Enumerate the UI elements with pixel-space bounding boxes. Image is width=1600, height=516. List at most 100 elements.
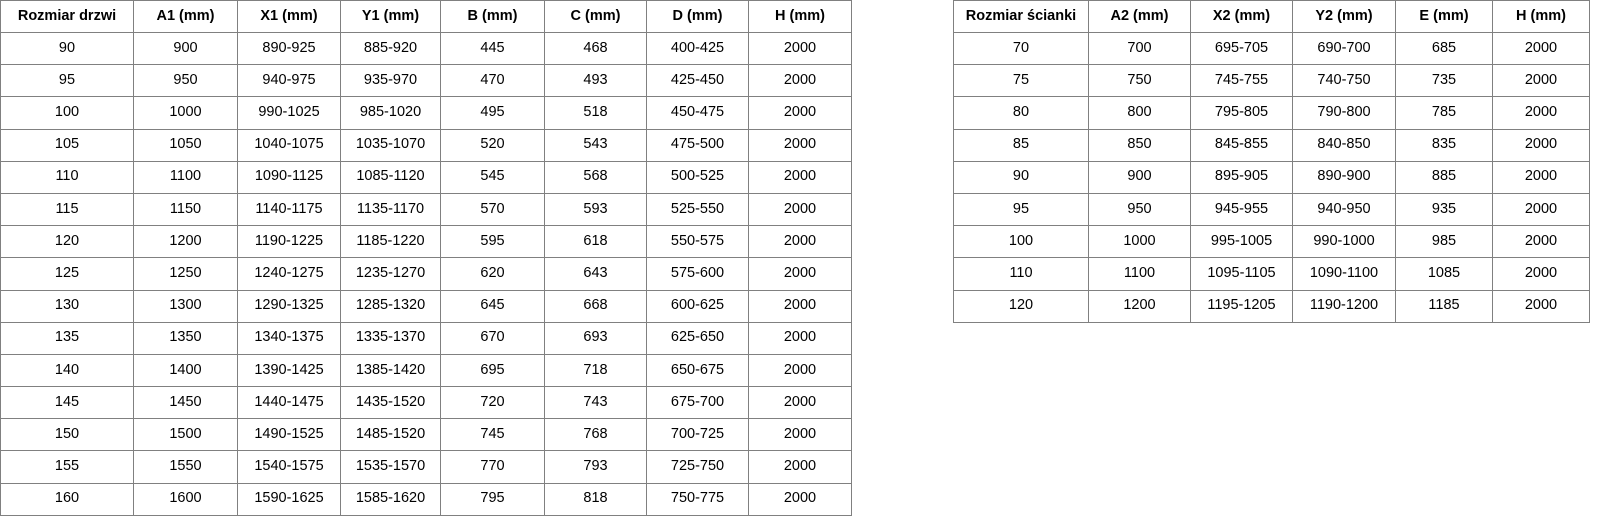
table-row: 85 850 845-855 840-850 835 2000: [953, 128, 1590, 162]
table-row: 155 1550 1540-1575 1535-1570 770 793 725-750 20…: [0, 450, 852, 484]
cell-h: 2000: [1492, 289, 1590, 323]
cell-b: 770: [440, 450, 545, 484]
table-row: 115 1150 1140-1175 1135-1170 570 593 525-550 20…: [0, 192, 852, 227]
cell-e: 885: [1395, 160, 1493, 194]
door-table-header: Rozmiar drzwi A1 (mm) X1 (mm) Y1 (mm) B …: [0, 0, 852, 33]
table-header-row: Rozmiar drzwi A1 (mm) X1 (mm) Y1 (mm) B …: [0, 0, 852, 33]
cell-h: 2000: [748, 386, 852, 420]
cell-a2: 1000: [1088, 225, 1191, 259]
cell-h: 2000: [748, 353, 852, 388]
cell-x1: 1390-1425: [237, 353, 341, 388]
cell-y1: 1385-1420: [340, 353, 441, 388]
cell-c: 568: [544, 160, 647, 194]
cell-y1: 1535-1570: [340, 450, 441, 484]
cell-wall-size: 120: [953, 289, 1089, 323]
cell-h: 2000: [1492, 257, 1590, 291]
cell-h: 2000: [748, 418, 852, 452]
cell-e: 735: [1395, 64, 1493, 98]
table-row: 110 1100 1095-1105 1090-1100 1085 2000: [953, 257, 1590, 291]
cell-h: 2000: [748, 192, 852, 227]
cell-b: 595: [440, 225, 545, 259]
cell-x1: 1340-1375: [237, 321, 341, 355]
cell-x1: 1190-1225: [237, 225, 341, 259]
table-row: 90 900 890-925 885-920 445 468 400-425 2000: [0, 31, 852, 66]
cell-y2: 690-700: [1292, 31, 1396, 66]
cell-d: 750-775: [646, 482, 749, 516]
cell-c: 468: [544, 31, 647, 66]
cell-a1: 1600: [133, 482, 238, 516]
cell-a1: 1550: [133, 450, 238, 484]
cell-a2: 1200: [1088, 289, 1191, 323]
table-row: 135 1350 1340-1375 1335-1370 670 693 625-650 20…: [0, 321, 852, 355]
table-row: 90 900 895-905 890-900 885 2000: [953, 160, 1590, 194]
cell-y1: 1185-1220: [340, 225, 441, 259]
table-row: 70 700 695-705 690-700 685 2000: [953, 31, 1590, 66]
cell-a1: 1100: [133, 160, 238, 194]
cell-a2: 900: [1088, 160, 1191, 194]
cell-h: 2000: [748, 257, 852, 291]
cell-h: 2000: [748, 96, 852, 130]
cell-x1: 1040-1075: [237, 128, 341, 162]
wall-table-header: Rozmiar ścianki A2 (mm) X2 (mm) Y2 (mm) …: [953, 0, 1590, 33]
cell-x1: 1090-1125: [237, 160, 341, 194]
cell-h: 2000: [748, 128, 852, 162]
column-header-x1: X1 (mm): [237, 0, 341, 33]
cell-h: 2000: [1492, 31, 1590, 66]
cell-h: 2000: [1492, 225, 1590, 259]
cell-a1: 1200: [133, 225, 238, 259]
cell-door-size: 95: [0, 64, 134, 98]
cell-d: 525-550: [646, 192, 749, 227]
table-row: 80 800 795-805 790-800 785 2000: [953, 96, 1590, 130]
cell-y1: 1485-1520: [340, 418, 441, 452]
cell-b: 520: [440, 128, 545, 162]
cell-y1: 1285-1320: [340, 289, 441, 323]
cell-h: 2000: [748, 64, 852, 98]
cell-d: 400-425: [646, 31, 749, 66]
cell-h: 2000: [748, 31, 852, 66]
cell-e: 685: [1395, 31, 1493, 66]
cell-a1: 1350: [133, 321, 238, 355]
cell-a1: 1450: [133, 386, 238, 420]
door-table-body: 90 900 890-925 885-920 445 468 400-425 2000 95 95…: [0, 31, 852, 516]
cell-c: 593: [544, 192, 647, 227]
cell-d: 725-750: [646, 450, 749, 484]
cell-door-size: 160: [0, 482, 134, 516]
cell-x2: 845-855: [1190, 128, 1293, 162]
cell-h: 2000: [748, 289, 852, 323]
cell-x1: 1490-1525: [237, 418, 341, 452]
cell-d: 475-500: [646, 128, 749, 162]
cell-c: 718: [544, 353, 647, 388]
cell-h: 2000: [1492, 96, 1590, 130]
cell-b: 645: [440, 289, 545, 323]
wall-dimensions-table: Rozmiar ścianki A2 (mm) X2 (mm) Y2 (mm) …: [953, 0, 1590, 323]
cell-door-size: 115: [0, 192, 134, 227]
cell-y2: 840-850: [1292, 128, 1396, 162]
cell-c: 543: [544, 128, 647, 162]
cell-y1: 1135-1170: [340, 192, 441, 227]
cell-x2: 795-805: [1190, 96, 1293, 130]
cell-y2: 790-800: [1292, 96, 1396, 130]
table-row: 140 1400 1390-1425 1385-1420 695 718 650-675 20…: [0, 353, 852, 388]
cell-b: 745: [440, 418, 545, 452]
cell-a2: 1100: [1088, 257, 1191, 291]
cell-x1: 940-975: [237, 64, 341, 98]
cell-d: 675-700: [646, 386, 749, 420]
cell-b: 470: [440, 64, 545, 98]
cell-x1: 990-1025: [237, 96, 341, 130]
column-header-h: H (mm): [748, 0, 852, 33]
cell-wall-size: 100: [953, 225, 1089, 259]
table-row: 120 1200 1190-1225 1185-1220 595 618 550-575 20…: [0, 225, 852, 259]
cell-wall-size: 75: [953, 64, 1089, 98]
table-header-row: Rozmiar ścianki A2 (mm) X2 (mm) Y2 (mm) …: [953, 0, 1590, 33]
cell-a1: 1250: [133, 257, 238, 291]
cell-door-size: 145: [0, 386, 134, 420]
cell-door-size: 105: [0, 128, 134, 162]
cell-y1: 985-1020: [340, 96, 441, 130]
cell-e: 985: [1395, 225, 1493, 259]
cell-y2: 740-750: [1292, 64, 1396, 98]
wall-table-body: 70 700 695-705 690-700 685 2000 75 750 745-755 74…: [953, 31, 1590, 323]
column-header-x2: X2 (mm): [1190, 0, 1293, 33]
cell-door-size: 155: [0, 450, 134, 484]
table-row: 160 1600 1590-1625 1585-1620 795 818 750-775 20…: [0, 482, 852, 516]
cell-a1: 1150: [133, 192, 238, 227]
